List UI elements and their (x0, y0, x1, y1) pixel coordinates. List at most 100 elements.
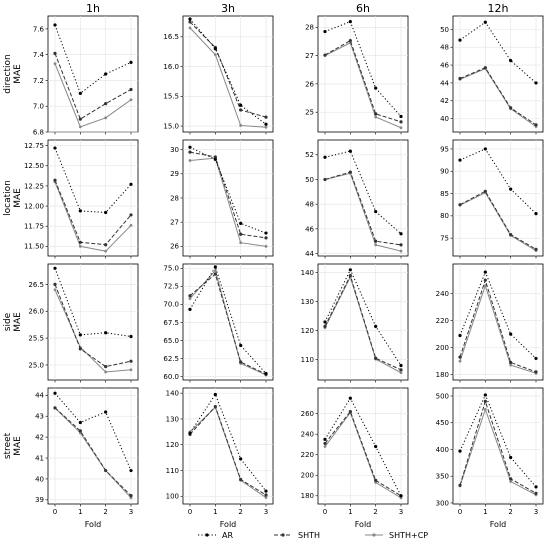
data-point (323, 445, 327, 448)
panel-frame (47, 263, 139, 381)
x-tick-label: 0 (458, 508, 462, 516)
y-tick-label: 52 (305, 151, 314, 159)
data-point (483, 20, 487, 24)
x-tick-label: 3 (129, 508, 133, 516)
data-point (188, 297, 192, 300)
series-line-shth-cp (324, 172, 402, 252)
data-point (458, 38, 462, 42)
panel-side-3h: 60.0 62.5 65.0 67.5 70.0 72.5 75.0 (163, 263, 274, 383)
data-point (323, 437, 327, 441)
y-tick-label: 120 (166, 441, 179, 449)
data-point (213, 157, 217, 161)
data-point (374, 112, 378, 116)
panel-frame (317, 387, 409, 505)
y-tick-label: 75 (440, 235, 449, 243)
data-point (458, 158, 462, 162)
panel-location-12h: 75 80 85 90 95 (440, 139, 544, 259)
data-point (458, 483, 462, 487)
data-point (239, 457, 243, 461)
legend-swatch-marker (205, 533, 209, 537)
y-tick-label: 12.25 (24, 182, 44, 190)
y-tick-label: 44 (305, 250, 314, 258)
y-tick-label: 220 (301, 451, 314, 459)
x-tick-label: 1 (78, 508, 82, 516)
row-label-top: direction (3, 54, 13, 93)
panel-frame (317, 139, 409, 257)
data-point (188, 150, 192, 154)
legend-label: AR (222, 531, 233, 540)
data-point (213, 269, 217, 272)
y-tick-label: 40 (440, 115, 449, 123)
data-point (458, 76, 462, 81)
x-tick-label: 2 (508, 508, 512, 516)
data-point (239, 343, 243, 348)
data-point (264, 489, 268, 493)
x-axis-label: Fold (85, 520, 102, 529)
series-line-shth-cp (324, 42, 402, 129)
data-point (534, 370, 538, 374)
data-point (374, 209, 378, 214)
y-tick-label: 25.5 (28, 335, 44, 343)
legend-label: SHTH (298, 531, 320, 540)
series-line-shth (189, 151, 267, 239)
data-point (129, 359, 133, 363)
data-point (509, 477, 513, 481)
y-tick-label: 26.0 (28, 308, 44, 316)
x-axis-label: Fold (220, 520, 237, 529)
data-point (348, 39, 352, 43)
data-point (129, 334, 133, 339)
data-point (483, 278, 487, 282)
y-tick-label: 200 (436, 344, 449, 352)
y-tick-label: 95 (440, 145, 449, 153)
data-point (188, 26, 192, 30)
data-point (374, 239, 378, 243)
y-tick-label: 140 (301, 269, 314, 277)
data-point (104, 72, 108, 76)
data-point (348, 268, 352, 272)
data-point (374, 356, 378, 360)
data-point (399, 368, 403, 372)
y-tick-label: 140 (166, 390, 179, 398)
data-point (509, 59, 513, 63)
data-point (348, 149, 352, 153)
series-line-shth (324, 274, 402, 371)
y-tick-label: 25 (305, 109, 314, 117)
data-point (458, 449, 462, 453)
y-tick-label: 130 (166, 415, 179, 423)
y-tick-label: 75.0 (163, 265, 179, 273)
data-point (104, 370, 108, 374)
data-point (129, 87, 133, 92)
panel-street-1h: 39 40 41 42 43 44 0 1 2 3 (35, 387, 139, 516)
data-point (264, 371, 268, 376)
x-tick-label: 0 (53, 508, 57, 516)
legend-label: SHTH+CP (389, 531, 428, 540)
y-tick-label: 110 (301, 356, 314, 364)
data-point (323, 177, 327, 182)
y-tick-label: 44 (35, 392, 44, 400)
series-line-shth-cp (459, 283, 537, 374)
panel-frame (47, 15, 139, 133)
data-point (188, 307, 192, 311)
data-point (348, 396, 352, 400)
data-point (399, 126, 403, 130)
data-point (129, 182, 133, 186)
data-point (509, 106, 513, 110)
x-axis-label: Fold (355, 520, 372, 529)
data-point (239, 124, 243, 127)
data-point (104, 410, 108, 414)
data-point (399, 114, 403, 119)
x-tick-label: 3 (534, 508, 538, 516)
data-point (509, 232, 513, 237)
x-tick-label: 0 (188, 508, 192, 516)
y-tick-label: 12.50 (24, 162, 44, 170)
data-point (188, 159, 192, 162)
panel-direction-1h: 6.8 7.0 7.2 7.4 7.6 (33, 15, 139, 136)
data-point (239, 477, 243, 482)
panel-frame (47, 139, 139, 257)
data-point (53, 282, 57, 287)
data-point (264, 125, 268, 129)
data-point (239, 232, 243, 236)
data-point (53, 178, 57, 182)
y-tick-label: 80 (440, 212, 449, 220)
